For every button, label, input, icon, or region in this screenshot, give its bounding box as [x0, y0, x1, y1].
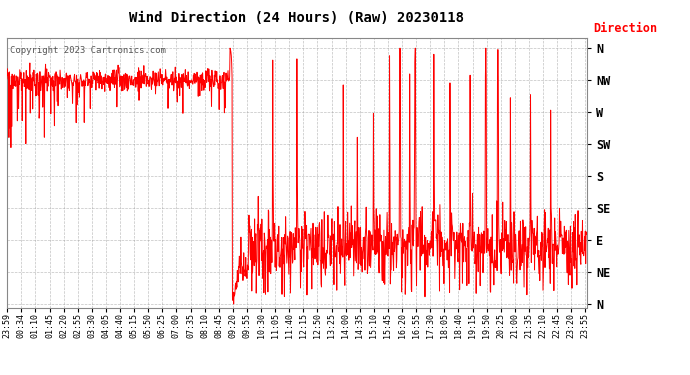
Text: Copyright 2023 Cartronics.com: Copyright 2023 Cartronics.com	[10, 46, 166, 55]
Text: Wind Direction (24 Hours) (Raw) 20230118: Wind Direction (24 Hours) (Raw) 20230118	[129, 11, 464, 25]
Text: Direction: Direction	[593, 22, 658, 36]
